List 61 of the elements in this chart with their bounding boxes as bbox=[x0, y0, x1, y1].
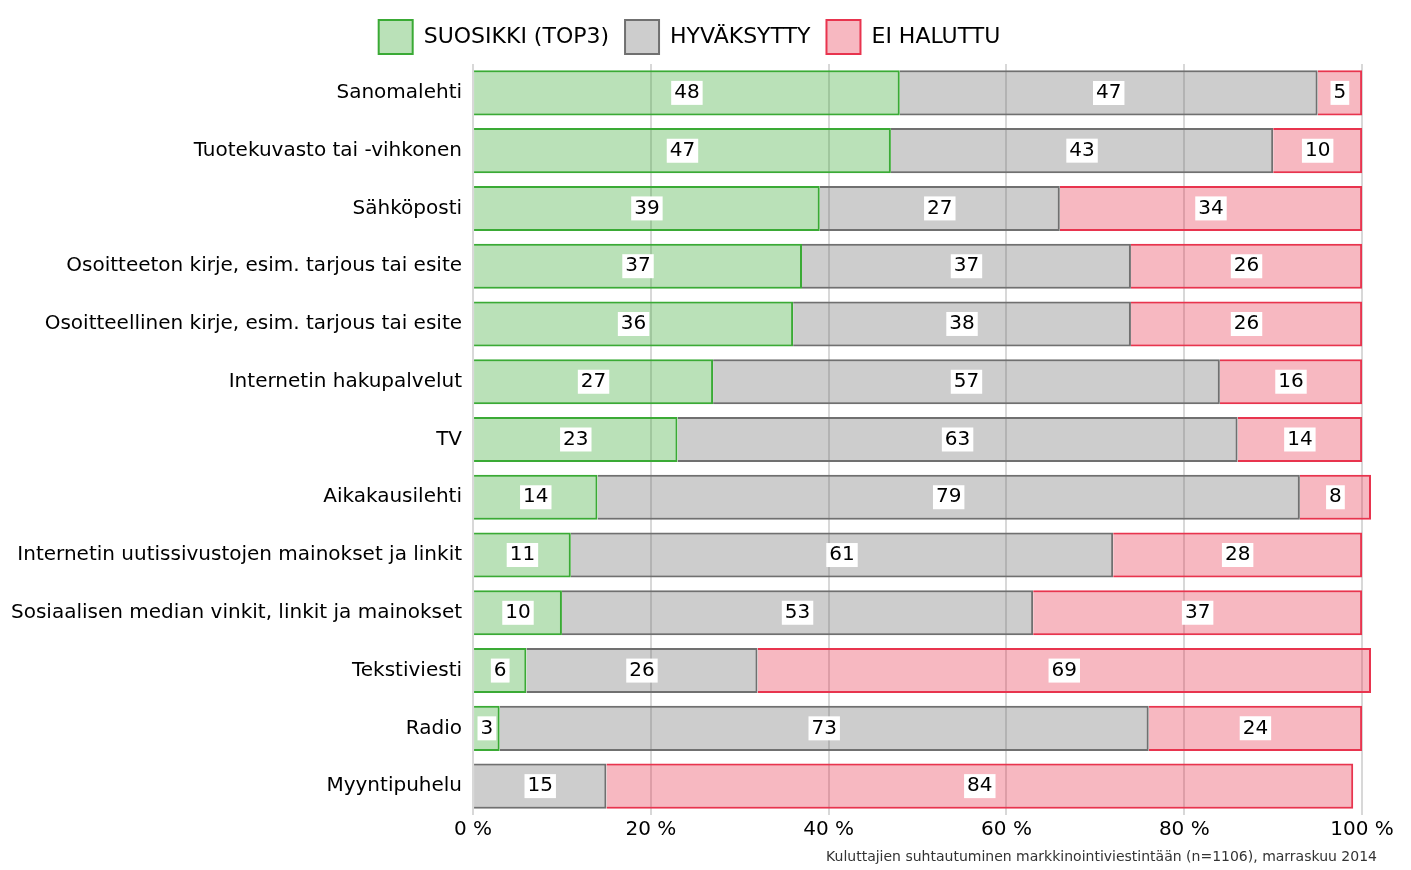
data-label: 39 bbox=[634, 194, 660, 219]
y-tick-label: Osoitteellinen kirje, esim. tarjous tai esite bbox=[44, 310, 463, 335]
data-label: 26 bbox=[1233, 310, 1260, 335]
data-label: 23 bbox=[563, 425, 589, 450]
data-label: 37 bbox=[1184, 599, 1211, 624]
data-label: 28 bbox=[1224, 541, 1251, 566]
data-label: 63 bbox=[944, 425, 971, 450]
y-tick-label: Sosiaalisen median vinkit, linkit ja mainokset bbox=[10, 599, 463, 624]
data-label: 84 bbox=[967, 772, 993, 797]
y-tick-label: Tekstiviesti bbox=[350, 656, 463, 681]
data-label: 69 bbox=[1051, 656, 1077, 681]
data-label: 26 bbox=[1233, 252, 1260, 277]
y-tick-label: Internetin uutissivustojen mainokset ja linkit bbox=[17, 541, 463, 566]
x-tick-label: 60 % bbox=[981, 816, 1032, 841]
data-label: 53 bbox=[784, 599, 811, 624]
data-label: 8 bbox=[1329, 483, 1342, 508]
data-label: 24 bbox=[1242, 714, 1269, 739]
y-tick-label: Sähköposti bbox=[352, 194, 463, 219]
y-tick-label: Radio bbox=[405, 714, 463, 739]
x-tick-label: 40 % bbox=[803, 816, 855, 841]
data-label: 43 bbox=[1069, 136, 1095, 161]
data-label: 47 bbox=[1096, 79, 1122, 104]
data-label: 57 bbox=[953, 367, 980, 392]
data-label: 27 bbox=[580, 367, 607, 392]
data-label: 14 bbox=[1287, 425, 1313, 450]
legend-label: EI HALUTTU bbox=[871, 22, 1001, 48]
data-label: 61 bbox=[829, 541, 855, 566]
data-label: 16 bbox=[1278, 367, 1304, 392]
legend-label: SUOSIKKI (TOP3) bbox=[423, 22, 610, 48]
data-label: 10 bbox=[505, 599, 531, 624]
y-tick-label: Tuotekuvasto tai -vihkonen bbox=[192, 136, 463, 161]
x-tick-label: 100 % bbox=[1330, 816, 1394, 841]
data-label: 73 bbox=[811, 714, 837, 739]
data-label: 5 bbox=[1333, 79, 1347, 104]
data-label: 26 bbox=[629, 656, 655, 681]
data-label: 79 bbox=[935, 483, 962, 508]
data-label: 6 bbox=[493, 656, 507, 681]
data-label: 37 bbox=[953, 252, 980, 277]
data-label: 11 bbox=[509, 541, 536, 566]
data-label: 36 bbox=[620, 310, 647, 335]
x-tick-label: 0 % bbox=[453, 816, 493, 841]
data-label: 15 bbox=[527, 772, 553, 797]
text: Kuluttajien suhtautuminen markkinointiviestintään (n=1106), marraskuu 2014 bbox=[826, 848, 1377, 864]
data-label: 37 bbox=[625, 252, 651, 277]
data-label: 47 bbox=[669, 136, 696, 161]
x-tick-label: 80 % bbox=[1158, 816, 1210, 841]
y-tick-label: Internetin hakupalvelut bbox=[228, 367, 463, 392]
y-tick-label: Sanomalehti bbox=[336, 79, 463, 104]
data-label: 14 bbox=[523, 483, 549, 508]
data-label: 48 bbox=[674, 79, 700, 104]
x-tick-label: 20 % bbox=[625, 816, 677, 841]
data-label: 10 bbox=[1304, 136, 1331, 161]
data-label: 38 bbox=[949, 310, 975, 335]
legend-label: HYVÄKSYTTY bbox=[670, 22, 812, 48]
y-tick-label: TV bbox=[435, 425, 463, 450]
data-label: 27 bbox=[927, 194, 953, 219]
data-label: 3 bbox=[480, 714, 494, 739]
y-tick-label: Osoitteeton kirje, esim. tarjous tai esite bbox=[66, 252, 463, 277]
y-tick-label: Aikakausilehti bbox=[323, 483, 463, 508]
y-tick-label: Myyntipuhelu bbox=[326, 772, 463, 797]
data-label: 34 bbox=[1198, 194, 1224, 219]
